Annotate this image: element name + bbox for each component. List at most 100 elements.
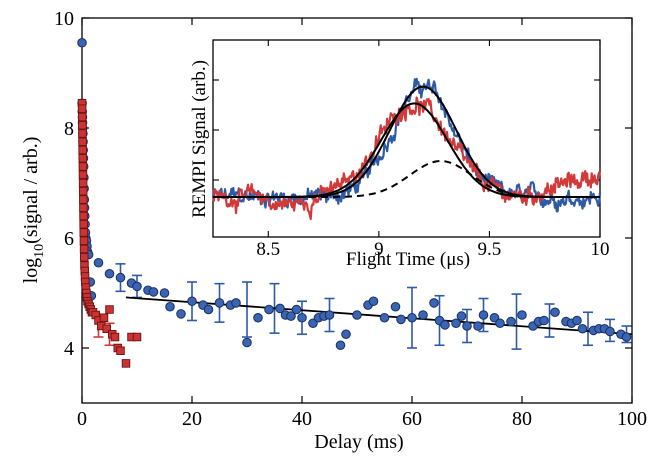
data-point-square [80, 252, 89, 262]
data-point-square [79, 219, 88, 229]
data-point-circle [231, 298, 241, 308]
data-point-circle [132, 281, 142, 292]
data-point-square [78, 137, 87, 146]
data-point-square [77, 112, 87, 122]
y-tick-label: 8 [64, 118, 74, 140]
data-point-circle [390, 301, 401, 312]
data-point-circle [264, 304, 274, 315]
inset-plot: 8.5 9 9.5 10 [211, 39, 610, 260]
data-point-square [77, 104, 87, 113]
inset-y-axis-label: REMPI Signal (arb.) [189, 60, 210, 218]
data-point-circle [478, 310, 489, 320]
data-point-circle [429, 298, 439, 308]
inset-x-tick-label: 9.5 [478, 239, 502, 260]
data-point-circle [242, 337, 252, 348]
data-point-circle [291, 304, 302, 315]
data-point-square [79, 236, 89, 245]
data-point-circle [407, 312, 417, 323]
data-point-circle [275, 303, 285, 314]
y-axis-label: log10(signal / arb.) [20, 137, 47, 284]
inset-fit-dashed [213, 160, 600, 198]
x-tick-label: 60 [402, 408, 422, 430]
data-point-square [78, 178, 88, 188]
data-point-square [121, 359, 131, 368]
data-point-circle [517, 310, 527, 320]
x-axis-label: Delay (ms) [314, 431, 403, 453]
data-point-circle [605, 326, 615, 337]
data-point-square [79, 244, 89, 254]
data-point-circle [253, 312, 263, 323]
data-point-circle [203, 304, 214, 315]
data-point-square [78, 162, 88, 171]
data-point-circle [495, 318, 505, 329]
data-point-circle [577, 323, 588, 334]
data-point-circle [352, 310, 362, 320]
data-point-circle [440, 320, 450, 330]
inset-x-axis-label: Flight Time (μs) [346, 249, 470, 270]
y-axis-label-subscript: 10 [32, 244, 47, 258]
data-point-circle [473, 321, 483, 331]
data-point-square [78, 120, 87, 130]
data-point-circle [418, 310, 428, 320]
data-point-circle [368, 296, 379, 307]
data-point-square [79, 195, 88, 204]
data-point-square [132, 332, 142, 342]
y-tick-label: 10 [54, 8, 74, 30]
inset-x-tick-label: 9 [374, 239, 384, 260]
data-point-circle [396, 314, 406, 325]
data-point-circle [341, 329, 351, 340]
data-point-circle [572, 315, 582, 326]
data-point-circle [159, 288, 170, 298]
data-point-circle [462, 321, 472, 331]
inset-x-tick-label: 8.5 [256, 239, 280, 260]
y-axis-label-log: log [20, 258, 42, 284]
inset-x-tick-label: 10 [591, 239, 610, 260]
data-point-circle [286, 311, 296, 321]
data-point-square [110, 332, 120, 342]
data-point-circle [456, 311, 467, 321]
data-point-circle [324, 310, 335, 320]
data-point-square [78, 145, 87, 155]
data-point-circle [335, 340, 346, 351]
data-point-circle [104, 268, 115, 279]
data-point-circle [550, 307, 560, 318]
x-tick-label: 20 [182, 408, 202, 430]
data-point-circle [115, 272, 126, 283]
y-tick-label: 6 [64, 228, 74, 250]
inset-trace-blue [211, 77, 602, 213]
data-point-circle [621, 332, 632, 342]
data-point-square [78, 170, 88, 179]
y-axis-label-rest: (signal / arb.) [20, 137, 42, 244]
data-point-square [116, 346, 125, 356]
data-point-circle [451, 318, 461, 329]
x-tick-label: 40 [292, 408, 312, 430]
data-point-circle [506, 316, 516, 327]
main-plot: 0 20 40 60 80 100 4 6 8 10 [54, 8, 647, 430]
y-tick-label: 4 [64, 338, 74, 360]
data-point-square [79, 203, 88, 212]
data-point-circle [539, 315, 549, 326]
data-point-square [99, 313, 109, 323]
data-point-square [105, 305, 114, 314]
x-tick-label: 80 [512, 408, 532, 430]
x-tick-label: 100 [617, 408, 647, 430]
data-point-circle [214, 298, 225, 308]
data-point-circle [77, 37, 87, 48]
x-tick-label: 0 [77, 408, 87, 430]
data-point-circle [297, 312, 307, 323]
data-point-circle [187, 296, 197, 307]
data-point-circle [93, 257, 104, 268]
data-point-square [78, 186, 88, 196]
data-point-circle [148, 287, 159, 297]
data-point-square [102, 324, 111, 334]
data-point-square [79, 211, 88, 221]
data-point-square [78, 153, 88, 163]
data-point-square [79, 228, 89, 237]
data-point-circle [165, 301, 175, 312]
fit-line [125, 296, 633, 336]
data-point-circle [379, 312, 390, 323]
data-point-circle [176, 309, 186, 319]
data-point-square [78, 129, 87, 138]
